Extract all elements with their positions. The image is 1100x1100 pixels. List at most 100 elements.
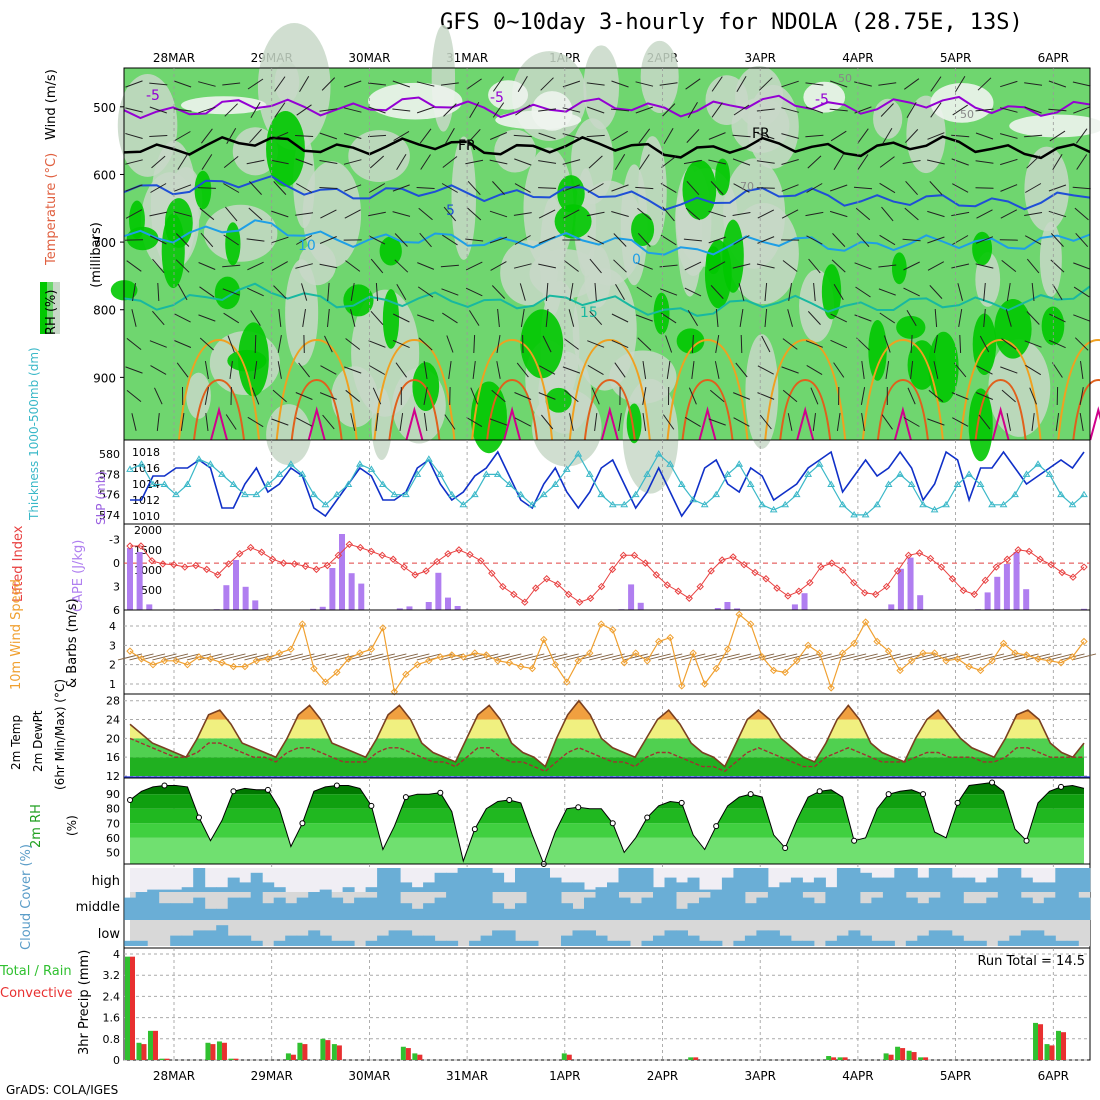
li-marker: [1080, 563, 1088, 571]
wind10m-marker: [172, 657, 180, 665]
precip-conv-bar: [693, 1057, 699, 1060]
isotherm-20: [764, 338, 847, 441]
li-marker: [839, 566, 847, 574]
wind-barb: [176, 362, 189, 378]
contour-label: FR: [752, 126, 770, 142]
wind-barb: [1079, 413, 1084, 431]
wind-barb: [587, 183, 604, 193]
cloud-bar-high: [905, 868, 918, 892]
wind-barb: [957, 283, 963, 301]
cloud-bar-low: [584, 930, 596, 946]
wind-barb: [934, 308, 938, 328]
cloud-bar-middle: [239, 897, 252, 920]
wind10m-marker: [942, 657, 950, 665]
rh-marker: [920, 791, 927, 798]
cloud-bar-middle: [963, 903, 976, 920]
cape-bar: [637, 602, 644, 610]
wind-barb: [368, 211, 386, 217]
rh-high-blob: [891, 252, 907, 285]
wind10m-marker: [206, 655, 215, 663]
wind-barb: [756, 263, 775, 269]
wind-barb: [154, 387, 163, 405]
wind-barb: [642, 413, 647, 431]
wind-barb: [1075, 232, 1089, 248]
cloud-bar-middle: [250, 892, 263, 920]
surface-barb: [727, 653, 752, 661]
wind-barb: [805, 211, 824, 217]
wind10m-marker: [333, 668, 341, 677]
wind-barb: [392, 108, 411, 112]
wind-barb: [663, 127, 674, 145]
wind-barb: [757, 209, 775, 219]
cloud-bar-low: [687, 935, 700, 946]
wind-barb: [419, 232, 432, 248]
thickness-marker: [149, 480, 157, 488]
wind-barb: [322, 414, 335, 430]
wind-barb: [492, 76, 505, 92]
wind10m-marker: [298, 620, 307, 628]
wind-barb: [562, 107, 581, 113]
thickness-marker: [333, 490, 341, 498]
rh-low-blob: [266, 404, 312, 466]
li-marker: [444, 550, 452, 558]
precip-total-bar: [297, 1042, 303, 1060]
cape-bar: [888, 604, 895, 610]
cloud-bar-low: [170, 935, 183, 946]
rh-marker: [885, 791, 892, 798]
wind-barb: [855, 286, 871, 298]
wind-barb: [205, 413, 209, 431]
thickness-marker: [781, 500, 790, 508]
wind-barb: [198, 314, 216, 322]
wind-barb: [350, 283, 355, 301]
li-marker: [126, 542, 134, 550]
wind-barb: [1024, 212, 1043, 216]
wind-barb: [687, 310, 699, 326]
wind-barb: [370, 258, 384, 274]
wind-barb: [492, 181, 505, 195]
wind-barb: [903, 287, 920, 297]
cloud-bar-middle: [181, 903, 194, 920]
cloud-bar-high: [813, 877, 826, 892]
wind-barb: [180, 413, 185, 431]
li-tick: 6: [113, 604, 120, 617]
cloud-bar-high: [503, 882, 516, 892]
cloud-bar-middle: [262, 903, 275, 920]
date-label-bottom: 28MAR: [153, 1069, 195, 1083]
wind10m-marker: [1068, 653, 1077, 661]
thickness-marker: [597, 490, 606, 498]
wind-barb: [514, 183, 531, 193]
li-marker: [510, 590, 518, 599]
wind-barb: [635, 106, 653, 114]
wind-barb: [465, 287, 483, 297]
wind10m-marker: [861, 618, 870, 626]
wind-barb: [660, 312, 677, 324]
cloud-bar-middle: [158, 903, 171, 920]
cloud-bar-high: [951, 877, 964, 892]
wind-barb: [715, 335, 720, 353]
rh-dry-blob: [495, 110, 582, 130]
date-label-top: 30MAR: [348, 51, 390, 65]
wind-barb: [611, 211, 629, 217]
wind-barb: [637, 337, 652, 351]
wind-barb: [272, 389, 287, 403]
wind-barb: [152, 310, 165, 326]
wind-barb: [250, 310, 261, 326]
precip-total-label: Total / Rain: [0, 964, 72, 979]
wind-barb: [538, 365, 556, 375]
surface-barb: [646, 653, 671, 661]
wind10m-marker: [183, 660, 192, 669]
cloud-bar-low: [1032, 930, 1045, 946]
rh-dry-blob: [803, 81, 846, 113]
wind-barb: [126, 338, 142, 350]
rh-high-blob: [631, 212, 655, 246]
wind-barb: [538, 263, 557, 269]
wind-barb: [396, 154, 407, 170]
rh-high-blob: [821, 264, 842, 320]
cloud-bar-high: [595, 887, 608, 892]
wind10m-marker: [815, 649, 824, 657]
wind-barb: [199, 286, 215, 298]
wind-barb: [248, 207, 263, 221]
wind-barb: [514, 158, 532, 166]
cloud-bar-middle: [457, 892, 470, 920]
cloud-bar-middle: [779, 892, 792, 920]
